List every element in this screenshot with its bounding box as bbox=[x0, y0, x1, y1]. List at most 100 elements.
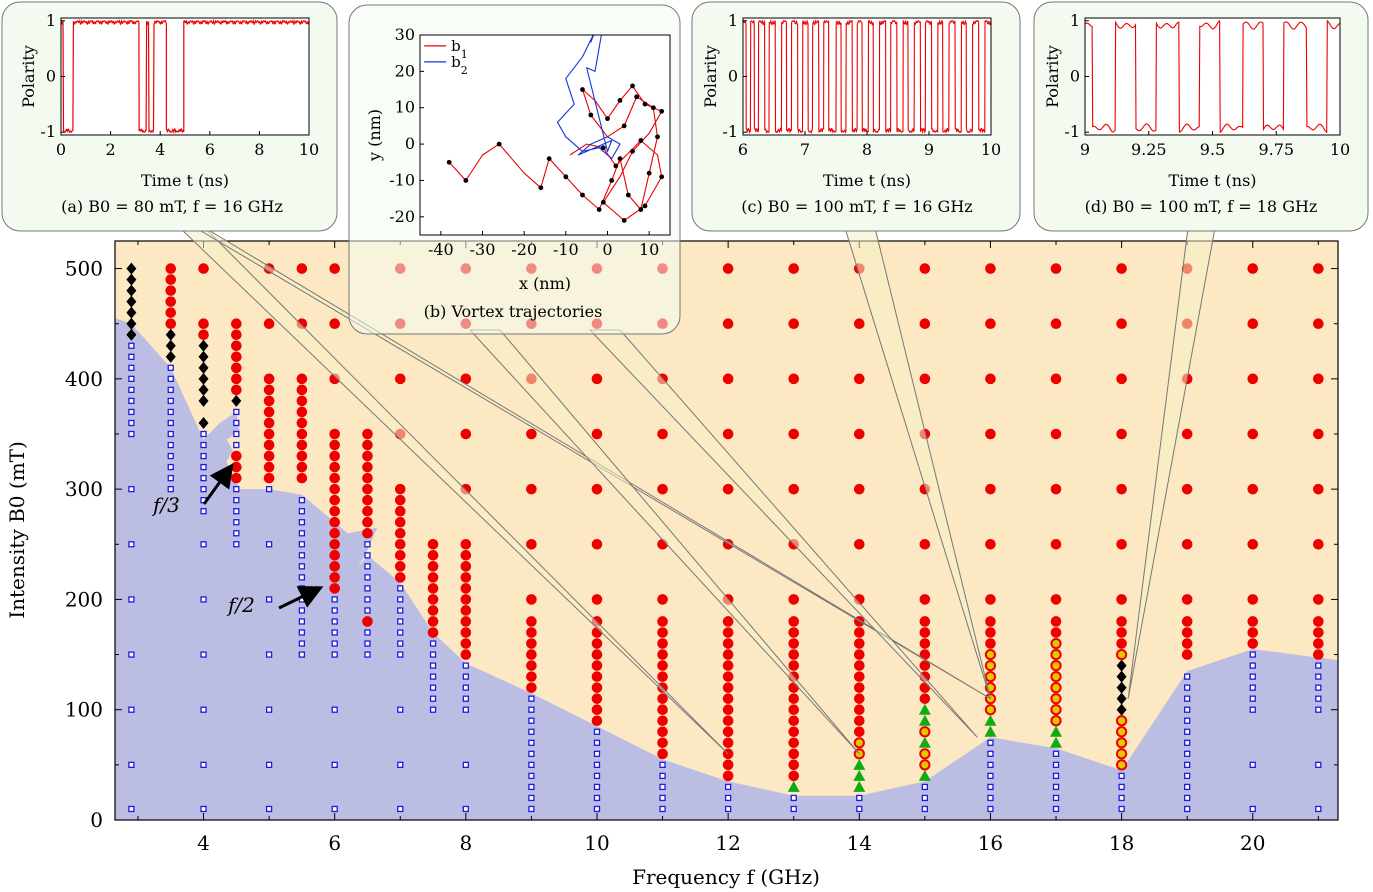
triangle-marker bbox=[918, 736, 931, 748]
no-switch-marker bbox=[1052, 772, 1060, 780]
switching-marker bbox=[526, 594, 537, 605]
switching-marker bbox=[657, 693, 668, 704]
no-switch-marker bbox=[128, 596, 135, 603]
inset-b-caption: (b) Vortex trajectories bbox=[424, 302, 603, 321]
switching-marker bbox=[1247, 263, 1259, 274]
switching-marker bbox=[394, 550, 406, 561]
inset-x-tick-label: -30 bbox=[470, 240, 496, 259]
switching-marker bbox=[263, 472, 275, 484]
ring-marker bbox=[1115, 715, 1128, 727]
no-switch-marker bbox=[298, 530, 306, 537]
no-switch-marker bbox=[167, 408, 174, 416]
no-switch-marker bbox=[856, 794, 863, 802]
trajectory-dot bbox=[496, 141, 502, 147]
no-switch-marker bbox=[364, 574, 371, 581]
switching-marker bbox=[591, 660, 603, 671]
switching-marker bbox=[394, 527, 406, 539]
no-switch-marker bbox=[298, 651, 306, 658]
inset-x-label: Time t (ns) bbox=[1168, 171, 1256, 190]
switching-marker bbox=[788, 428, 800, 440]
no-switch-marker bbox=[724, 805, 732, 813]
inset-y-label: y (nm) bbox=[365, 109, 384, 162]
trajectory-dot bbox=[563, 174, 569, 180]
inset-y-label: Polarity bbox=[19, 45, 38, 108]
switching-marker bbox=[853, 627, 865, 638]
switching-marker bbox=[1181, 616, 1193, 627]
switching-marker bbox=[1313, 627, 1324, 638]
no-switch-marker bbox=[265, 485, 273, 493]
switching-marker bbox=[919, 616, 931, 627]
no-switch-marker bbox=[128, 805, 135, 813]
no-switch-marker bbox=[397, 706, 404, 713]
no-switch-marker bbox=[200, 651, 207, 658]
inset-y-tick-label: -10 bbox=[389, 170, 415, 189]
switching-marker bbox=[722, 759, 734, 771]
ring-marker bbox=[984, 660, 997, 672]
no-switch-marker bbox=[397, 607, 404, 614]
no-switch-marker bbox=[593, 783, 601, 791]
inset-c-plot: 6 7 8 9 10 -1 0 1 Time t (ns) Polarity bbox=[701, 11, 1001, 190]
diamond-marker bbox=[126, 295, 137, 308]
no-switch-marker bbox=[364, 607, 371, 614]
triangle-marker bbox=[1050, 725, 1063, 737]
no-switch-marker bbox=[659, 805, 666, 813]
switching-marker bbox=[165, 263, 177, 274]
switching-marker bbox=[657, 638, 668, 649]
switching-marker bbox=[1313, 538, 1324, 550]
switching-marker bbox=[722, 318, 734, 330]
switching-marker bbox=[1050, 263, 1062, 274]
no-switch-marker bbox=[265, 596, 273, 603]
switching-marker bbox=[329, 516, 340, 528]
switching-marker bbox=[362, 461, 373, 473]
switching-marker bbox=[362, 505, 373, 517]
annotation-f-half-arrow bbox=[278, 586, 324, 610]
no-switch-marker bbox=[593, 750, 601, 757]
no-switch-marker bbox=[397, 651, 404, 658]
no-switch-marker bbox=[167, 485, 174, 493]
switching-marker bbox=[1313, 263, 1324, 274]
no-switch-marker bbox=[1249, 673, 1256, 680]
inset-frame bbox=[419, 34, 671, 236]
no-switch-marker bbox=[528, 750, 535, 757]
switching-marker bbox=[362, 516, 373, 528]
diamond-marker bbox=[1116, 670, 1127, 683]
no-switch-marker bbox=[298, 508, 306, 515]
inset-x-tick-label: -20 bbox=[511, 240, 537, 259]
switching-marker bbox=[591, 682, 603, 693]
no-switch-marker bbox=[364, 563, 371, 570]
no-switch-marker bbox=[1184, 695, 1191, 702]
switching-marker bbox=[788, 616, 800, 627]
trajectory-b2 bbox=[556, 35, 621, 160]
switching-marker bbox=[1313, 616, 1324, 627]
switching-marker bbox=[1050, 627, 1062, 638]
no-switch-marker bbox=[429, 706, 437, 713]
switching-marker bbox=[853, 682, 865, 693]
switching-marker bbox=[231, 362, 242, 374]
x-tick-label: 6 bbox=[328, 831, 341, 855]
switching-marker bbox=[853, 726, 865, 738]
no-switch-marker bbox=[593, 805, 601, 813]
x-tick-label: 20 bbox=[1240, 831, 1265, 855]
trajectory-dot bbox=[655, 134, 660, 140]
no-switch-marker bbox=[200, 761, 207, 769]
switching-marker bbox=[263, 395, 275, 407]
switching-marker bbox=[657, 594, 668, 605]
no-switch-marker bbox=[1315, 684, 1322, 691]
polarity-trace bbox=[61, 18, 309, 135]
diamond-marker bbox=[126, 328, 137, 341]
trajectory-dot bbox=[642, 101, 648, 107]
no-switch-marker bbox=[462, 662, 469, 669]
triangle-marker bbox=[853, 769, 866, 781]
no-switch-marker bbox=[1249, 706, 1256, 713]
no-switch-marker bbox=[921, 805, 929, 813]
no-switch-marker bbox=[167, 441, 174, 449]
no-switch-marker bbox=[331, 761, 338, 769]
no-switch-marker bbox=[298, 629, 306, 636]
switching-marker bbox=[329, 494, 340, 506]
trajectory-dot bbox=[617, 98, 623, 103]
no-switch-marker bbox=[233, 530, 240, 537]
switching-marker bbox=[427, 605, 439, 616]
trajectory-dot bbox=[659, 174, 665, 180]
no-switch-marker bbox=[659, 761, 666, 769]
inset-y-label: Polarity bbox=[701, 45, 720, 108]
